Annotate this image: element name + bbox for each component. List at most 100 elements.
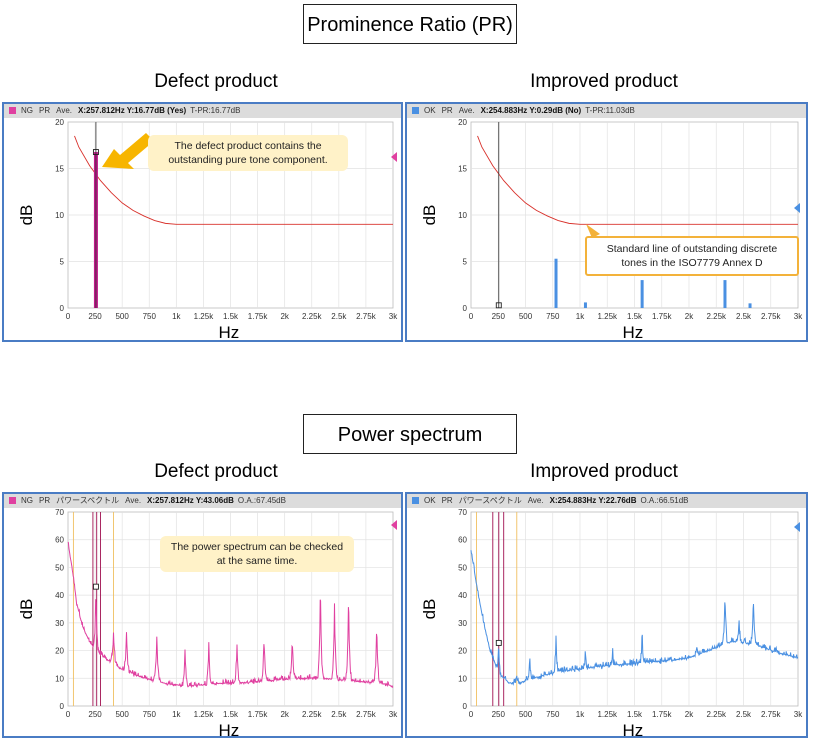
x-tick-label: 0	[469, 312, 474, 321]
ave-label: Ave.	[527, 496, 544, 505]
cursor-marker	[92, 149, 99, 155]
ps-improved-chart[interactable]: 0 250 500 750 1k 1.25k 1.5k 1.75k 2k 2.25k 2.5k 2.7…	[407, 508, 806, 738]
standard-line-callout: Standard line of outstanding discrete to…	[585, 236, 799, 276]
x-tick-label: 2.5k	[331, 710, 347, 719]
status-label: NG	[21, 496, 33, 505]
y-tick-label: 0	[60, 702, 65, 711]
panel-header: NG PR パワースペクトル Ave. X:257.812Hz Y:43.06dB O.A…	[4, 494, 401, 508]
y-tick-label: 70	[55, 508, 64, 517]
x-tick-label: 2.25k	[302, 312, 323, 321]
standard-line-pointer	[586, 224, 600, 238]
x-tick-label: 250	[492, 710, 506, 719]
x-axis-label: Hz	[623, 721, 644, 738]
ps-defect-title: Defect product	[154, 461, 278, 482]
y-axis-label: dB	[420, 205, 439, 226]
kind-label: パワースペクトル	[56, 496, 120, 505]
y-tick-label: 0	[60, 304, 65, 313]
x-tick-label: 1.5k	[627, 312, 643, 321]
y-tick-label: 5	[463, 258, 468, 267]
x-tick-label: 1.25k	[194, 312, 215, 321]
mode-label: PR	[441, 496, 453, 505]
y-tick-label: 50	[458, 563, 467, 572]
extra-readout: T-PR:16.77dB	[190, 106, 241, 115]
x-tick-label: 3k	[389, 710, 398, 719]
y-axis-label: dB	[420, 599, 439, 620]
y-tick-label: 30	[55, 619, 64, 628]
bar	[583, 302, 587, 308]
pr-improved-panel: OK PR Ave. X:254.883Hz Y:0.29dB (No) T-PR:11…	[405, 102, 808, 342]
pr-improved-title: Improved product	[530, 71, 678, 92]
y-tick-label: 0	[463, 702, 468, 711]
cursor-readout: X:254.883Hz Y:0.29dB (No)	[480, 106, 582, 115]
mode-label: PR	[39, 496, 51, 505]
cursor-readout: X:257.812Hz Y:16.77dB (Yes)	[78, 106, 187, 115]
ave-label: Ave.	[458, 106, 475, 115]
x-tick-label: 750	[546, 710, 560, 719]
cursor-marker	[92, 583, 99, 590]
x-tick-label: 500	[519, 312, 533, 321]
y-tick-label: 40	[55, 591, 64, 600]
extra-readout: O.A.:66.51dB	[640, 496, 689, 505]
x-tick-label: 500	[519, 710, 533, 719]
cursor-readout: X:254.883Hz Y:22.76dB	[549, 496, 637, 505]
x-tick-label: 1.25k	[194, 710, 215, 719]
x-tick-label: 1.25k	[597, 312, 618, 321]
x-tick-label: 0	[469, 710, 474, 719]
bar	[640, 280, 644, 308]
side-marker-icon[interactable]	[391, 520, 397, 530]
panel-header: OK PR パワースペクトル Ave. X:254.883Hz Y:22.76dB O.A…	[407, 494, 806, 508]
x-tick-label: 1k	[172, 312, 181, 321]
ps-section-title: Power spectrum	[303, 414, 517, 454]
panel-header: NG PR Ave. X:257.812Hz Y:16.77dB (Yes) T-PR:…	[4, 104, 401, 118]
x-tick-label: 2.75k	[761, 710, 782, 719]
side-marker-icon[interactable]	[391, 152, 397, 162]
x-tick-label: 1.75k	[652, 312, 673, 321]
status-label: NG	[21, 106, 33, 115]
x-tick-label: 750	[143, 710, 157, 719]
x-tick-label: 3k	[389, 312, 398, 321]
x-tick-label: 3k	[794, 710, 803, 719]
x-tick-label: 2.25k	[706, 710, 727, 719]
y-tick-label: 10	[458, 674, 467, 683]
x-tick-label: 1k	[172, 710, 181, 719]
ps-improved-title: Improved product	[530, 461, 678, 482]
x-tick-label: 2k	[280, 312, 289, 321]
mode-label: PR	[39, 106, 51, 115]
side-marker-icon[interactable]	[794, 203, 800, 213]
x-tick-label: 1.75k	[248, 312, 269, 321]
x-tick-label: 1.75k	[248, 710, 269, 719]
y-tick-label: 15	[55, 165, 64, 174]
x-tick-label: 1.25k	[597, 710, 618, 719]
y-tick-label: 20	[458, 647, 467, 656]
y-tick-label: 0	[463, 304, 468, 313]
x-tick-label: 0	[66, 710, 71, 719]
x-tick-label: 750	[546, 312, 560, 321]
defect-pr-callout: The defect product contains the outstand…	[148, 135, 348, 171]
cursor-marker	[495, 302, 502, 309]
status-label: OK	[424, 496, 436, 505]
series-color-icon	[9, 497, 16, 504]
pr-improved-chart[interactable]: 0 250 500 750 1k 1.25k 1.5k 1.75k 2k 2.25k 2.5k 2.7…	[407, 118, 806, 340]
extra-readout: T-PR:11.03dB	[585, 106, 635, 115]
kind-label: パワースペクトル	[458, 496, 522, 505]
x-tick-label: 1.5k	[223, 312, 239, 321]
y-tick-label: 20	[55, 647, 64, 656]
x-axis-label: Hz	[219, 721, 240, 738]
x-tick-label: 1k	[576, 710, 585, 719]
threshold-line	[74, 135, 393, 225]
x-tick-label: 2.5k	[331, 312, 347, 321]
y-tick-label: 20	[458, 118, 467, 127]
x-tick-label: 2.75k	[356, 312, 377, 321]
y-axis-label: dB	[17, 599, 36, 620]
x-axis-label: Hz	[219, 323, 240, 340]
bar	[748, 303, 752, 308]
x-tick-label: 250	[492, 312, 506, 321]
y-tick-label: 40	[458, 591, 467, 600]
power-callout: The power spectrum can be checked at the…	[160, 536, 354, 572]
x-tick-label: 1k	[576, 312, 585, 321]
x-tick-label: 2.25k	[302, 710, 323, 719]
x-tick-label: 2.25k	[706, 312, 727, 321]
side-marker-icon[interactable]	[794, 522, 800, 532]
spectrum-line	[67, 541, 394, 689]
x-tick-label: 3k	[794, 312, 803, 321]
